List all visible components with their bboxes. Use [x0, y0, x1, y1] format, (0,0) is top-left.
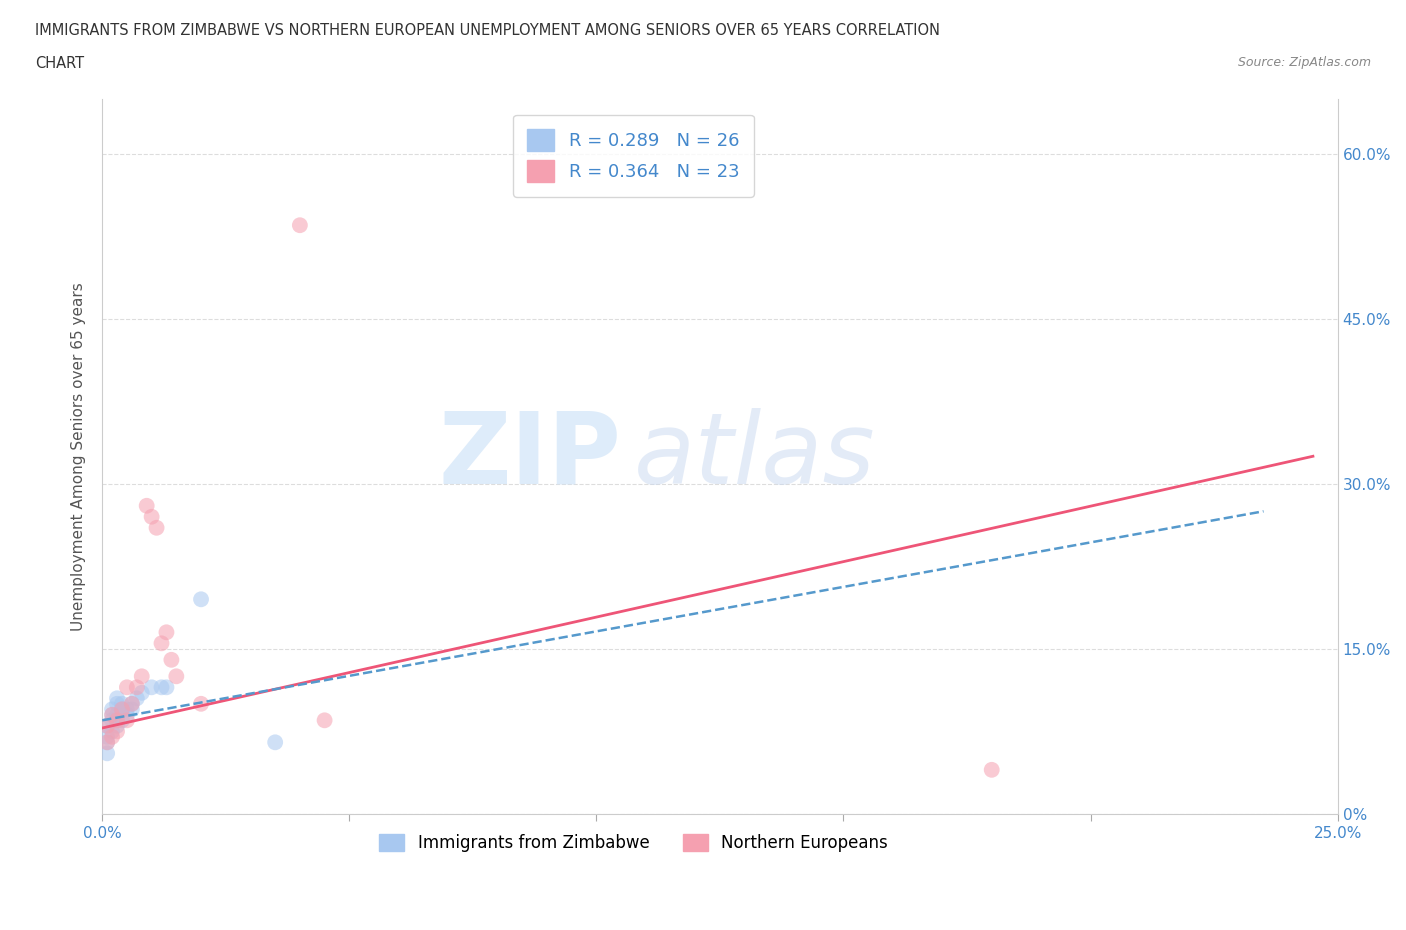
- Point: [111, 713, 134, 728]
- Text: atlas: atlas: [634, 407, 875, 505]
- Point: [131, 669, 153, 684]
- Point: [115, 702, 138, 717]
- Y-axis label: Unemployment Among Seniors over 65 years: Unemployment Among Seniors over 65 years: [72, 282, 86, 631]
- Point: [96, 718, 118, 733]
- Point: [155, 680, 177, 695]
- Point: [105, 713, 128, 728]
- Point: [125, 691, 148, 706]
- Point: [105, 691, 128, 706]
- Point: [121, 697, 143, 711]
- Point: [96, 735, 118, 750]
- Point: [121, 697, 143, 711]
- Point: [150, 680, 173, 695]
- Point: [96, 746, 118, 761]
- Point: [101, 708, 124, 723]
- Point: [141, 680, 163, 695]
- Point: [115, 680, 138, 695]
- Point: [135, 498, 157, 513]
- Point: [101, 708, 124, 723]
- Point: [96, 729, 118, 744]
- Point: [96, 718, 118, 733]
- Point: [105, 708, 128, 723]
- Text: CHART: CHART: [35, 56, 84, 71]
- Point: [160, 652, 183, 667]
- Point: [111, 697, 134, 711]
- Point: [111, 702, 134, 717]
- Point: [96, 735, 118, 750]
- Point: [115, 713, 138, 728]
- Point: [115, 708, 138, 723]
- Point: [101, 713, 124, 728]
- Point: [105, 724, 128, 738]
- Point: [314, 713, 336, 728]
- Point: [165, 669, 187, 684]
- Point: [141, 510, 163, 525]
- Point: [101, 702, 124, 717]
- Point: [131, 685, 153, 700]
- Point: [111, 702, 134, 717]
- Legend: Immigrants from Zimbabwe, Northern Europeans: Immigrants from Zimbabwe, Northern Europ…: [373, 828, 894, 859]
- Point: [190, 697, 212, 711]
- Point: [101, 729, 124, 744]
- Point: [105, 697, 128, 711]
- Point: [190, 591, 212, 606]
- Point: [155, 625, 177, 640]
- Point: [145, 521, 167, 536]
- Point: [101, 724, 124, 738]
- Point: [121, 702, 143, 717]
- Point: [150, 636, 173, 651]
- Point: [105, 718, 128, 733]
- Text: Source: ZipAtlas.com: Source: ZipAtlas.com: [1237, 56, 1371, 69]
- Text: IMMIGRANTS FROM ZIMBABWE VS NORTHERN EUROPEAN UNEMPLOYMENT AMONG SENIORS OVER 65: IMMIGRANTS FROM ZIMBABWE VS NORTHERN EUR…: [35, 23, 941, 38]
- Point: [980, 763, 1002, 777]
- Point: [125, 680, 148, 695]
- Point: [264, 735, 287, 750]
- Point: [288, 218, 311, 232]
- Text: ZIP: ZIP: [439, 407, 621, 505]
